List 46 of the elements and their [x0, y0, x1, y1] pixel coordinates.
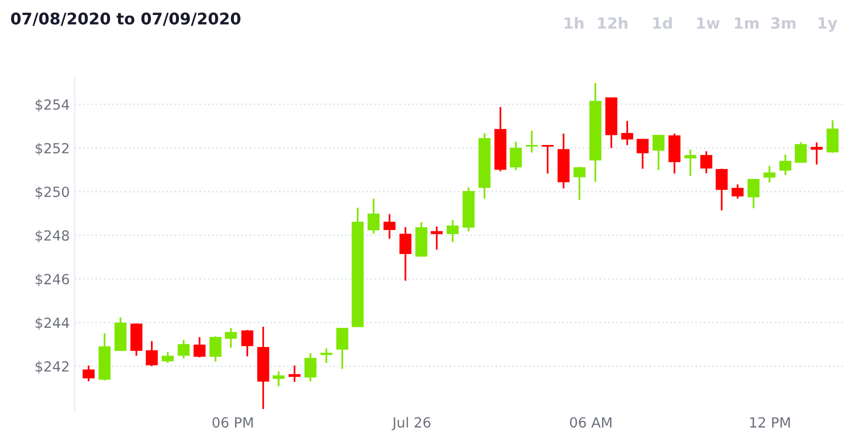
candlestick: [146, 340, 158, 368]
candlestick: [573, 166, 586, 201]
x-tick-label: Jul 26: [392, 416, 430, 430]
y-tick-label: $242: [36, 360, 68, 374]
candlestick: [272, 370, 285, 388]
candlestick: [209, 335, 222, 362]
y-tick-label: $246: [36, 274, 69, 286]
candlestick: [810, 142, 823, 166]
x-tick-label: 12 PM: [750, 417, 790, 428]
chart-title: 07/08/2020 to 07/09/2020: [11, 12, 240, 26]
y-tick-label: $254: [36, 99, 70, 112]
candlestick: [542, 144, 554, 174]
candlestick: [336, 327, 348, 370]
x-tick-label: 06 PM: [212, 417, 253, 428]
candlestick: [700, 150, 712, 174]
candlestick: [368, 198, 380, 235]
candlestick: [716, 168, 728, 212]
candlestick: [446, 219, 459, 243]
candlestick: [304, 352, 316, 382]
candlestick: [621, 120, 634, 146]
candlestick: [224, 327, 237, 348]
candlestick: [826, 119, 839, 154]
candlestick: [82, 364, 95, 382]
candlestick: [652, 134, 665, 171]
candlestick: [399, 226, 412, 282]
candlestick: [288, 364, 301, 383]
candlestick: [510, 140, 522, 172]
candlestick: [384, 213, 396, 240]
candlestick: [732, 184, 744, 200]
x-tick-label: 06 AM: [570, 417, 612, 428]
candlestick: [684, 148, 696, 177]
y-tick-label: $252: [36, 142, 68, 156]
candlestick: [241, 329, 254, 358]
y-tick-label: $244: [36, 317, 70, 330]
candlestick: [763, 165, 776, 184]
y-tick-label: $250: [36, 186, 69, 199]
candlestick: [748, 178, 760, 210]
y-tick-label: $248: [36, 230, 69, 243]
candlestick: [320, 347, 332, 364]
candlestick: [430, 226, 443, 251]
candlestick: [794, 141, 807, 164]
candlestick: [194, 336, 206, 358]
candlestick: [178, 339, 190, 360]
candlestick: [636, 138, 649, 170]
candlestick: [162, 351, 174, 364]
candlestick: [779, 154, 792, 176]
